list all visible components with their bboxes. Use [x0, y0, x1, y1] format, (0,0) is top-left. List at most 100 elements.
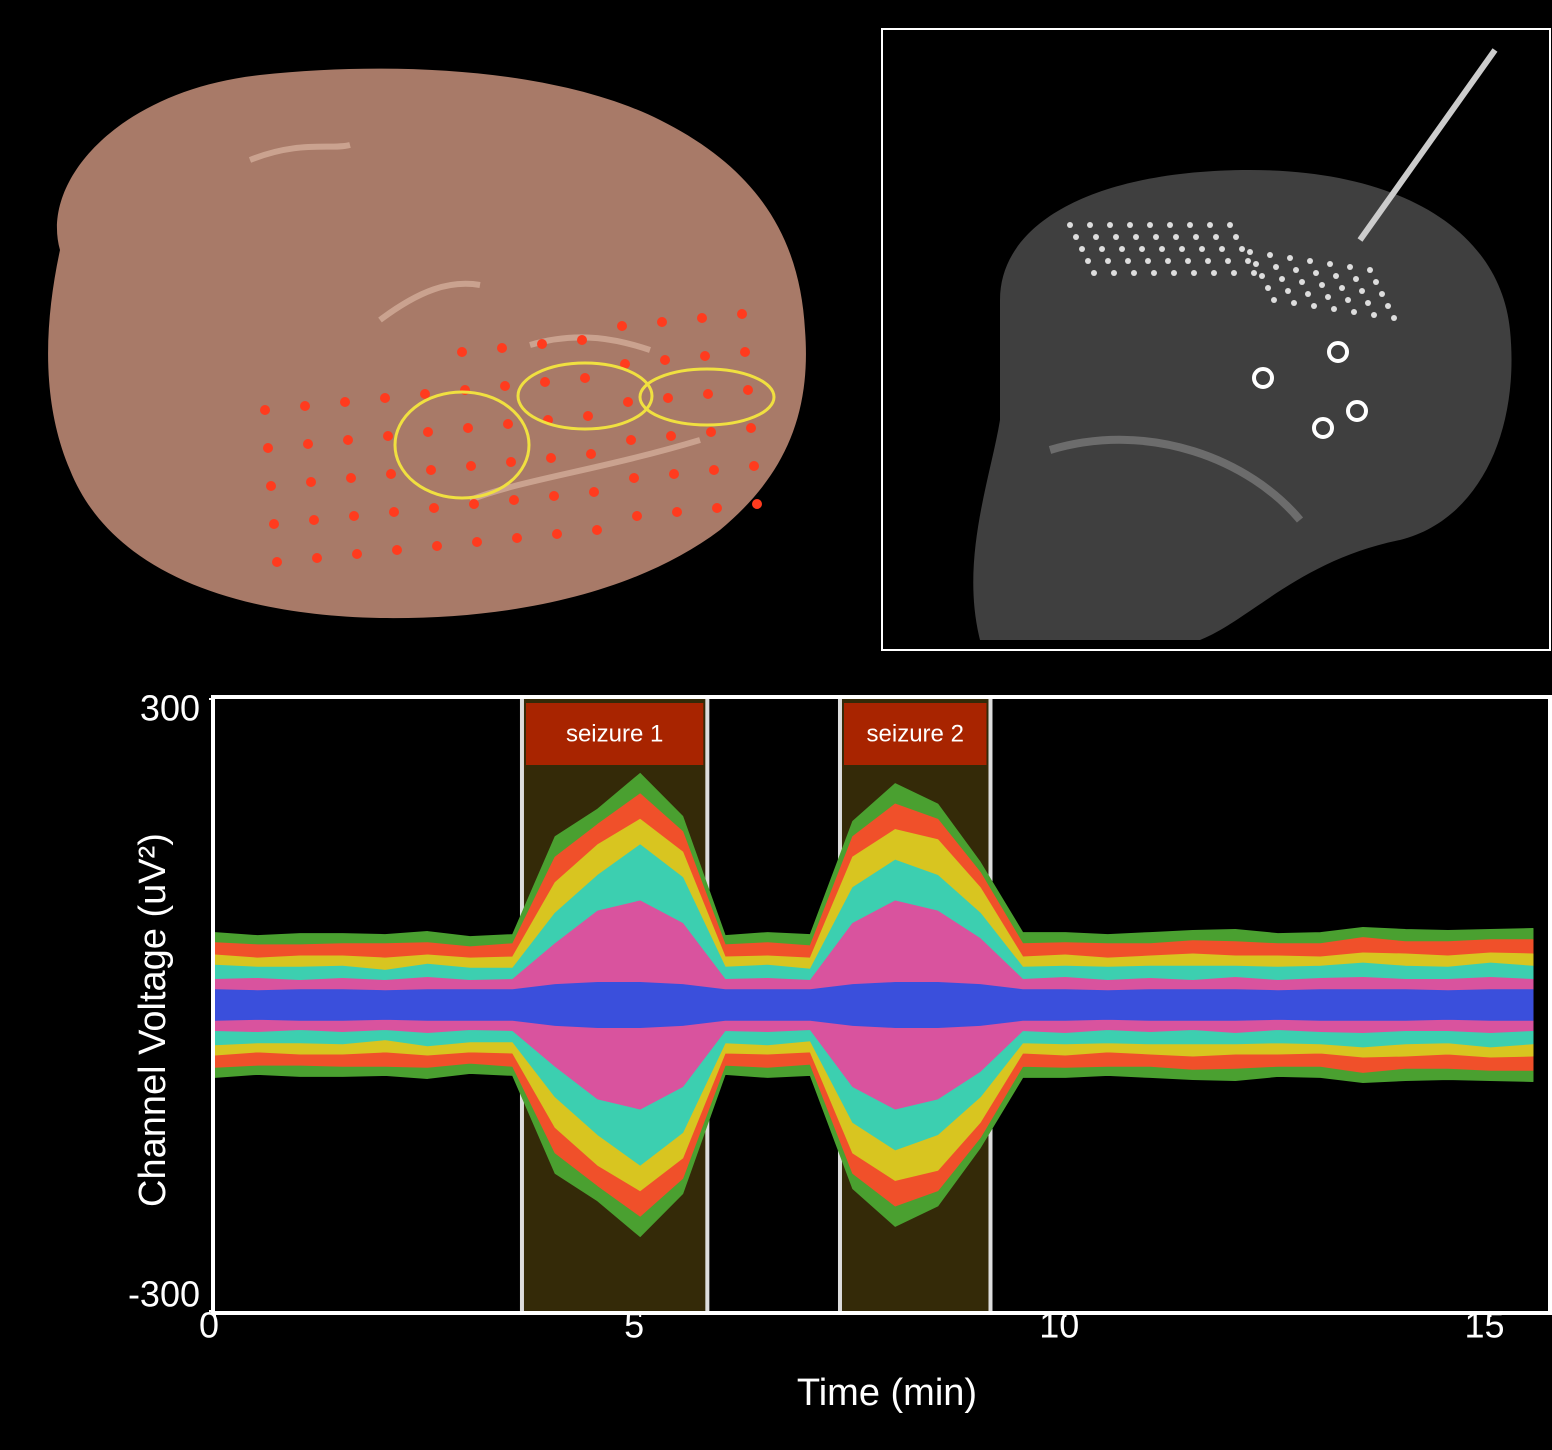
seizure-label: seizure 2: [867, 720, 964, 747]
electrode-dot: [466, 461, 476, 471]
electrode-dot: [426, 465, 436, 475]
electrode-dot: [380, 393, 390, 403]
xray-electrode: [1207, 222, 1213, 228]
electrode-dot: [432, 541, 442, 551]
electrode-dot: [309, 515, 319, 525]
electrode-dot: [512, 533, 522, 543]
xray-electrode: [1305, 291, 1311, 297]
xray-electrode: [1307, 258, 1313, 264]
xray-electrode: [1251, 270, 1257, 276]
xray-electrode: [1371, 312, 1377, 318]
electrode-dot: [269, 519, 279, 529]
xray-electrode: [1265, 285, 1271, 291]
xray-electrode: [1339, 285, 1345, 291]
xray-electrode: [1185, 258, 1191, 264]
electrode-dot: [429, 503, 439, 513]
xray-electrode: [1099, 246, 1105, 252]
x-tick-label: 0: [199, 1305, 219, 1346]
y-axis-label: Channel Voltage (uV²): [132, 833, 174, 1207]
xray-electrode: [1125, 258, 1131, 264]
electrode-dot: [629, 473, 639, 483]
figure: seizure 1seizure 2 Channel Voltage (uV²)…: [0, 0, 1552, 1450]
page: seizure 1seizure 2 Channel Voltage (uV²)…: [0, 0, 1552, 1450]
xray-electrode: [1205, 258, 1211, 264]
electrode-dot: [549, 491, 559, 501]
xray-electrode: [1151, 270, 1157, 276]
xray-electrode: [1199, 246, 1205, 252]
xray-electrode: [1067, 222, 1073, 228]
electrode-dot: [383, 431, 393, 441]
xray-electrode: [1373, 279, 1379, 285]
electrode-dot: [300, 401, 310, 411]
electrode-dot: [346, 473, 356, 483]
xray-electrode: [1293, 267, 1299, 273]
xray-electrode: [1267, 252, 1273, 258]
electrode-dot: [503, 419, 513, 429]
xray-electrode: [1331, 306, 1337, 312]
xray-electrode: [1225, 258, 1231, 264]
xray-electrode: [1167, 222, 1173, 228]
electrode-dot: [706, 427, 716, 437]
electrode-dot: [589, 487, 599, 497]
electrode-dot: [577, 335, 587, 345]
xray-electrode: [1247, 249, 1253, 255]
xray-electrode: [1365, 300, 1371, 306]
xray-electrode: [1113, 234, 1119, 240]
xray-electrode: [1131, 270, 1137, 276]
xray-electrode: [1245, 258, 1251, 264]
electrode-dot: [546, 453, 556, 463]
xray-electrode: [1391, 315, 1397, 321]
xray-electrode: [1085, 258, 1091, 264]
electrode-dot: [263, 443, 273, 453]
electrode-dot: [623, 397, 633, 407]
xray-electrode: [1367, 267, 1373, 273]
xray-electrode: [1111, 270, 1117, 276]
xray-electrode: [1159, 246, 1165, 252]
electrode-dot: [737, 309, 747, 319]
x-tick-label: 10: [1039, 1305, 1079, 1346]
xray-electrode: [1319, 282, 1325, 288]
xray-electrode: [1119, 246, 1125, 252]
electrode-dot: [260, 405, 270, 415]
brain-render: [48, 69, 806, 618]
xray-electrode: [1253, 261, 1259, 267]
electrode-dot: [497, 343, 507, 353]
electrode-dot: [749, 461, 759, 471]
electrode-dot: [663, 393, 673, 403]
xray-electrode: [1259, 273, 1265, 279]
xray-electrode: [1353, 276, 1359, 282]
xray-electrode: [1345, 297, 1351, 303]
xray-electrode: [1351, 309, 1357, 315]
xray-electrode: [1219, 246, 1225, 252]
xray-electrode: [1359, 288, 1365, 294]
electrode-dot: [500, 381, 510, 391]
electrode-dot: [306, 477, 316, 487]
xray-electrode: [1271, 297, 1277, 303]
xray-electrode: [1299, 279, 1305, 285]
xray-electrode: [1093, 234, 1099, 240]
xray-electrode: [1279, 276, 1285, 282]
electrode-dot: [266, 481, 276, 491]
xray-electrode: [1139, 246, 1145, 252]
electrode-dot: [463, 423, 473, 433]
electrode-dot: [669, 469, 679, 479]
electrode-dot: [423, 427, 433, 437]
electrode-dot: [389, 507, 399, 517]
electrode-dot: [340, 397, 350, 407]
electrode-dot: [540, 377, 550, 387]
electrode-dot: [343, 435, 353, 445]
electrode-dot: [746, 423, 756, 433]
xray-electrode: [1191, 270, 1197, 276]
xray-electrode: [1379, 291, 1385, 297]
xray-electrode: [1087, 222, 1093, 228]
electrode-dot: [672, 507, 682, 517]
xray-electrode: [1325, 294, 1331, 300]
x-tick-label: 5: [624, 1305, 644, 1346]
xray-electrode: [1079, 246, 1085, 252]
electrode-dot: [583, 411, 593, 421]
electrode-dot: [626, 435, 636, 445]
electrode-dot: [537, 339, 547, 349]
electrode-dot: [657, 317, 667, 327]
xray-electrode: [1211, 270, 1217, 276]
xray-electrode: [1173, 234, 1179, 240]
